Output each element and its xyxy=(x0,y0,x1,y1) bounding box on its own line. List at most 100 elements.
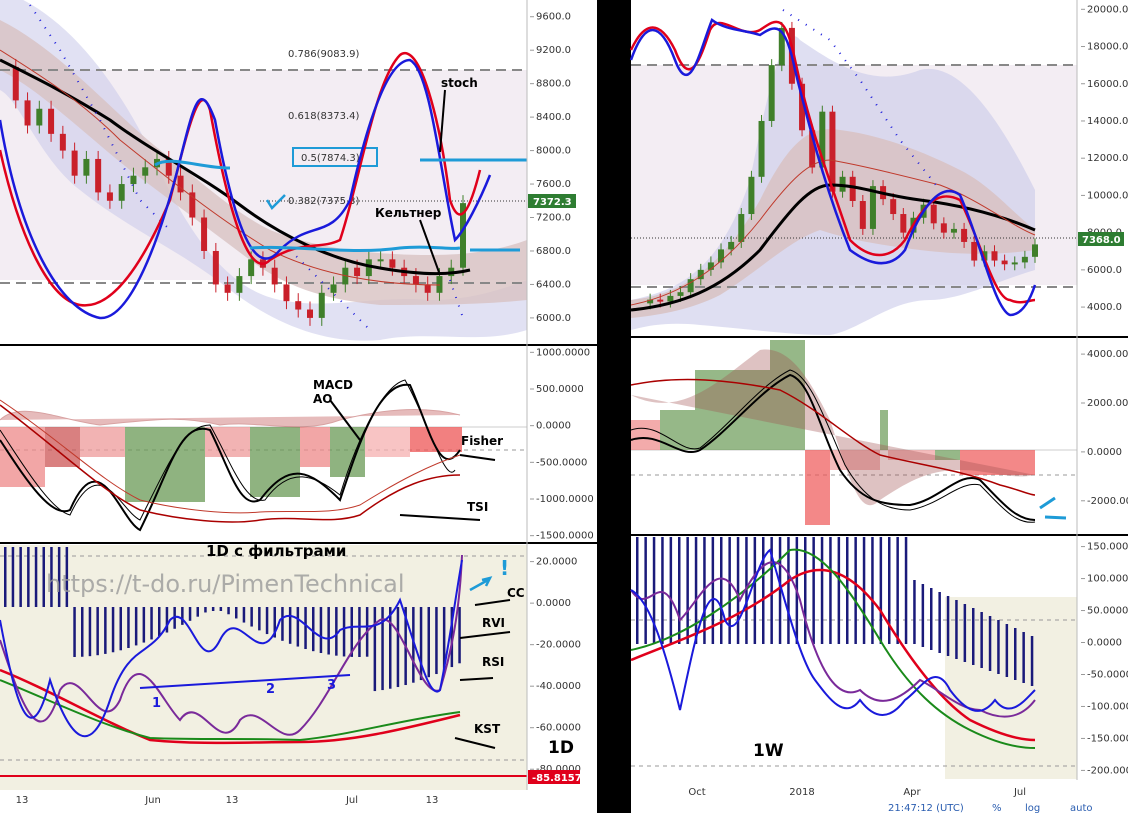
tsi-line xyxy=(0,404,461,523)
cc-bar xyxy=(11,547,15,607)
log-toggle[interactable]: log xyxy=(1025,803,1040,814)
right-macd-hist-block xyxy=(805,450,830,525)
cc-bar xyxy=(65,547,69,607)
x-tick-label: 2018 xyxy=(789,787,814,798)
cc-bar xyxy=(250,607,253,627)
kst-label: KST xyxy=(474,722,501,736)
right-sma-line xyxy=(630,159,1036,306)
right-cc-bar xyxy=(652,537,656,644)
macd-hist-block xyxy=(365,427,410,457)
cc-bar xyxy=(273,607,276,638)
cc-bar xyxy=(111,607,115,653)
right-cc-bar xyxy=(694,537,698,644)
cc-bar xyxy=(88,607,92,657)
candle xyxy=(900,214,907,233)
right-macd-hist-block xyxy=(960,450,1035,475)
cc-bar xyxy=(50,547,53,607)
kst-red-line xyxy=(0,668,461,745)
candle xyxy=(707,262,714,270)
candle xyxy=(849,176,856,201)
right-cc-bar xyxy=(736,537,740,644)
last-price-badge xyxy=(528,194,576,208)
candle xyxy=(248,259,255,277)
cc-bar xyxy=(73,607,76,657)
candle xyxy=(718,249,725,263)
cc-bar xyxy=(204,607,207,613)
candle xyxy=(354,267,361,277)
macd-hist-block xyxy=(300,427,330,467)
y-tick-label: 1000.0000 xyxy=(536,347,590,358)
macd-hist-block xyxy=(125,427,205,502)
y-tick-label: 100.0000 xyxy=(1087,574,1128,585)
cc-bar xyxy=(188,607,192,621)
fib-label-618: 0.618(8373.4) xyxy=(288,111,360,122)
tsi-pointer xyxy=(399,514,481,521)
right-cc-bar xyxy=(1022,632,1025,683)
cc-bar xyxy=(358,607,361,657)
wave-1-label: 1 xyxy=(152,696,161,711)
candle xyxy=(377,259,384,262)
left-daily-chart: 0.786(9083.9) 0.618(8373.4) 0.5(7874.3) … xyxy=(0,0,597,806)
percent-toggle[interactable]: % xyxy=(992,803,1002,814)
fib-500-highlight-box xyxy=(292,147,378,167)
keltner-label: Кельтнер xyxy=(375,206,442,220)
rsi-label: RSI xyxy=(482,655,504,669)
cc-bar xyxy=(312,607,315,652)
candle xyxy=(295,301,302,310)
candle xyxy=(890,199,897,215)
right-cc-bar xyxy=(669,537,673,644)
y-tick-label: 10000.0 xyxy=(1087,190,1128,201)
y-tick-label: 12000.0 xyxy=(1087,153,1128,164)
x-tick-label: 13 xyxy=(16,795,29,806)
candle xyxy=(330,284,337,293)
right-kst-green xyxy=(630,548,1036,749)
candle xyxy=(768,65,775,121)
cc-bar xyxy=(181,607,184,625)
stoch-red-line xyxy=(0,51,482,307)
y-tick-label: 20.0000 xyxy=(536,557,577,568)
right-cc-bar xyxy=(820,537,824,644)
y-tick-label: 9600.0 xyxy=(536,12,571,23)
arrow-marker xyxy=(469,576,493,592)
macd-line xyxy=(0,383,461,532)
check-mark xyxy=(265,194,286,210)
y-tick-label: -1000.0000 xyxy=(536,494,594,505)
cc-bar xyxy=(4,547,7,607)
candle xyxy=(859,201,866,229)
right-cc-bar xyxy=(988,616,992,671)
candle xyxy=(961,228,968,242)
candle xyxy=(424,284,431,293)
candle xyxy=(95,158,102,193)
y-tick-label: 4000.0 xyxy=(1087,302,1122,313)
right-cc-bar xyxy=(930,588,933,650)
candle xyxy=(36,108,43,126)
cc-bar xyxy=(211,607,215,611)
y-tick-label: 14000.0 xyxy=(1087,116,1128,127)
cc-bar xyxy=(104,607,107,654)
parabolic-sar xyxy=(29,4,463,331)
y-tick-label: 8000.0 xyxy=(536,146,571,157)
y-tick-label: -150.0000 xyxy=(1087,733,1128,744)
right-cc-bar xyxy=(770,537,773,644)
left-macd-histogram xyxy=(0,427,462,502)
right-keltner-channel xyxy=(631,129,1035,318)
rsi-pointer xyxy=(459,677,494,681)
stoch-label: stoch xyxy=(441,76,478,90)
y-tick-label: 16000.0 xyxy=(1087,79,1128,90)
y-tick-label: -60.0000 xyxy=(536,723,581,734)
right-kst-red xyxy=(630,568,1036,742)
auto-toggle[interactable]: auto xyxy=(1070,803,1093,814)
candle xyxy=(59,133,66,151)
fisher-label: Fisher xyxy=(461,434,503,448)
osc-last-badge xyxy=(528,770,580,784)
candle xyxy=(189,192,196,218)
cc-bar xyxy=(265,607,269,635)
right-cc-histogram xyxy=(636,537,1034,686)
y-tick-label: -500.0000 xyxy=(536,457,587,468)
candle xyxy=(236,276,243,293)
rvi-trendline xyxy=(139,674,351,689)
right-cc-bar xyxy=(787,537,790,644)
cc-bar xyxy=(435,607,438,675)
cc-label: CC xyxy=(507,586,525,600)
fib-label-786: 0.786(9083.9) xyxy=(288,49,360,60)
